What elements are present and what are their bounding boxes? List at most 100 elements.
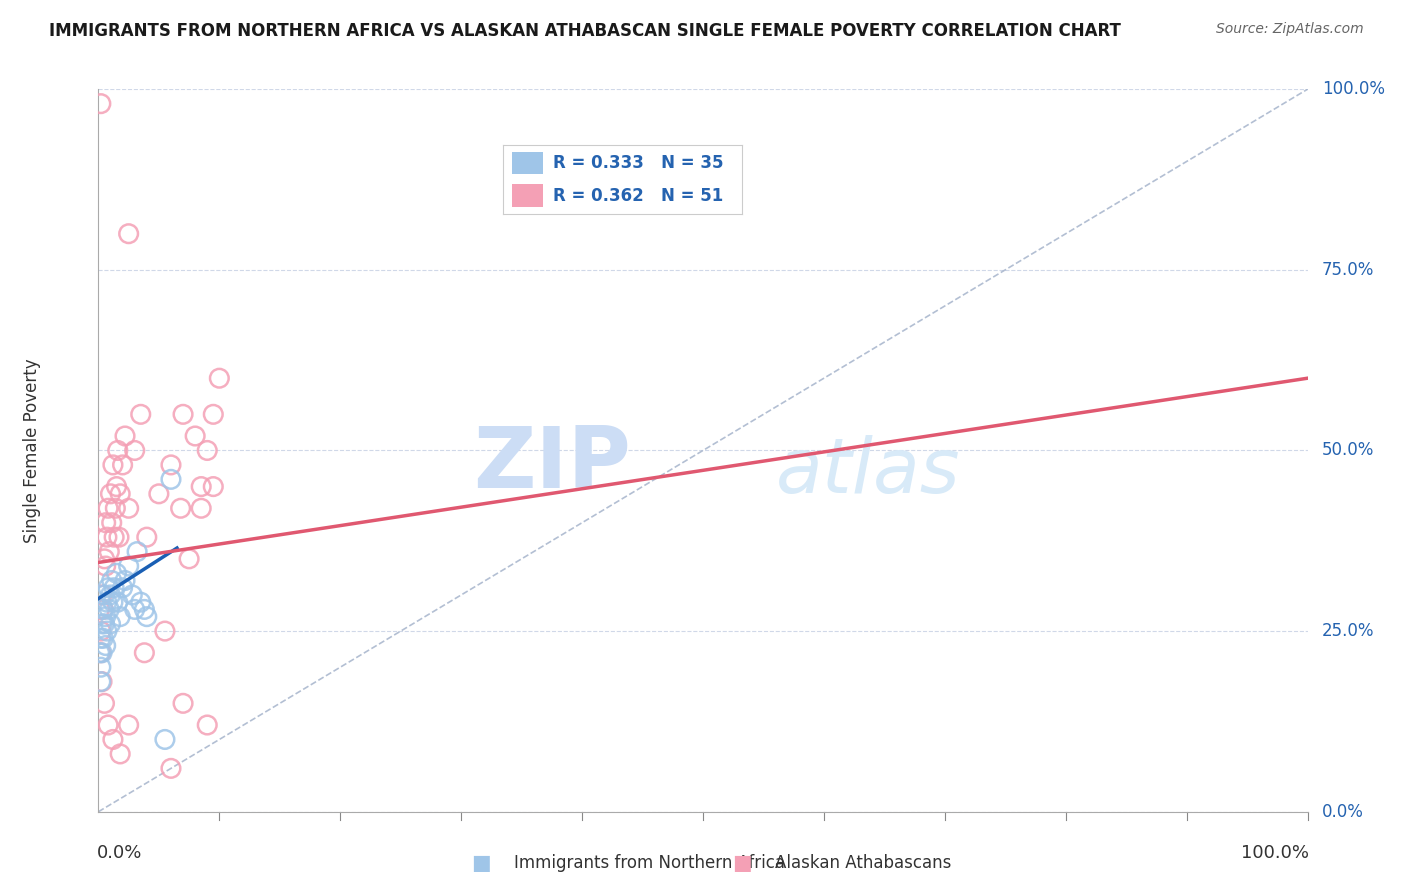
- Point: [94, 609, 117, 624]
- Point: [118, 227, 141, 241]
- Point: [97, 501, 120, 516]
- Point: [172, 696, 194, 710]
- Point: [103, 581, 125, 595]
- Point: [93, 616, 115, 631]
- Point: [91, 602, 114, 616]
- Point: [107, 443, 129, 458]
- Point: [118, 501, 141, 516]
- Text: ■: ■: [733, 854, 752, 873]
- Point: [90, 96, 112, 111]
- Point: [98, 544, 121, 558]
- Point: [101, 595, 124, 609]
- Text: ■: ■: [471, 854, 491, 873]
- Text: Alaskan Athabascans: Alaskan Athabascans: [775, 855, 952, 872]
- Point: [89, 602, 111, 616]
- Point: [121, 588, 143, 602]
- Point: [111, 458, 134, 472]
- Point: [160, 458, 183, 472]
- Point: [118, 718, 141, 732]
- Point: [134, 602, 156, 616]
- Text: Source: ZipAtlas.com: Source: ZipAtlas.com: [1216, 22, 1364, 37]
- Point: [101, 458, 124, 472]
- Point: [91, 588, 114, 602]
- Point: [93, 588, 115, 602]
- Point: [208, 371, 231, 385]
- Text: 25.0%: 25.0%: [1322, 622, 1375, 640]
- Point: [118, 559, 141, 574]
- Text: R = 0.362   N = 51: R = 0.362 N = 51: [553, 186, 723, 204]
- Text: 0.0%: 0.0%: [97, 844, 142, 863]
- Point: [179, 551, 201, 566]
- Point: [190, 480, 212, 494]
- Point: [105, 566, 128, 581]
- Text: 100.0%: 100.0%: [1240, 844, 1309, 863]
- Point: [100, 588, 122, 602]
- Point: [90, 646, 112, 660]
- Point: [124, 602, 146, 616]
- Point: [114, 429, 136, 443]
- Point: [108, 609, 131, 624]
- Point: [96, 624, 118, 639]
- Point: [195, 718, 218, 732]
- Point: [108, 747, 131, 761]
- Point: [107, 595, 129, 609]
- Point: [103, 530, 125, 544]
- Point: [172, 407, 194, 421]
- Point: [127, 544, 149, 558]
- Point: [96, 530, 118, 544]
- Point: [148, 487, 170, 501]
- Point: [91, 646, 114, 660]
- Point: [100, 574, 122, 588]
- Point: [111, 581, 134, 595]
- Text: atlas: atlas: [776, 435, 960, 509]
- Point: [153, 624, 176, 639]
- Text: IMMIGRANTS FROM NORTHERN AFRICA VS ALASKAN ATHABASCAN SINGLE FEMALE POVERTY CORR: IMMIGRANTS FROM NORTHERN AFRICA VS ALASK…: [49, 22, 1121, 40]
- Point: [91, 616, 114, 631]
- Point: [169, 501, 191, 516]
- Point: [160, 761, 183, 775]
- FancyBboxPatch shape: [512, 184, 543, 207]
- Point: [190, 501, 212, 516]
- Point: [100, 487, 122, 501]
- Point: [90, 674, 112, 689]
- Point: [195, 443, 218, 458]
- Point: [124, 443, 146, 458]
- Point: [114, 574, 136, 588]
- Point: [135, 609, 157, 624]
- Text: R = 0.333   N = 35: R = 0.333 N = 35: [553, 154, 724, 172]
- Point: [94, 516, 117, 530]
- Point: [94, 639, 117, 653]
- Text: 100.0%: 100.0%: [1322, 80, 1385, 98]
- Text: 50.0%: 50.0%: [1322, 442, 1375, 459]
- Point: [129, 595, 152, 609]
- Point: [135, 530, 157, 544]
- Point: [160, 472, 183, 486]
- Point: [100, 516, 122, 530]
- Point: [108, 487, 131, 501]
- Point: [184, 429, 207, 443]
- Text: 0.0%: 0.0%: [1322, 803, 1364, 821]
- Point: [100, 616, 122, 631]
- Point: [90, 632, 112, 646]
- Point: [90, 624, 112, 639]
- Point: [96, 595, 118, 609]
- Point: [89, 646, 111, 660]
- Point: [98, 602, 121, 616]
- Point: [91, 674, 114, 689]
- FancyBboxPatch shape: [512, 152, 543, 174]
- Text: Single Female Poverty: Single Female Poverty: [22, 359, 41, 542]
- Point: [134, 646, 156, 660]
- Point: [97, 718, 120, 732]
- Point: [91, 602, 114, 616]
- Point: [129, 407, 152, 421]
- Point: [101, 732, 124, 747]
- Point: [94, 559, 117, 574]
- Text: ZIP: ZIP: [472, 424, 630, 507]
- Point: [202, 480, 225, 494]
- Text: 75.0%: 75.0%: [1322, 260, 1375, 279]
- Point: [202, 407, 225, 421]
- Point: [97, 581, 120, 595]
- Point: [91, 632, 114, 646]
- Point: [105, 480, 128, 494]
- Point: [90, 660, 112, 674]
